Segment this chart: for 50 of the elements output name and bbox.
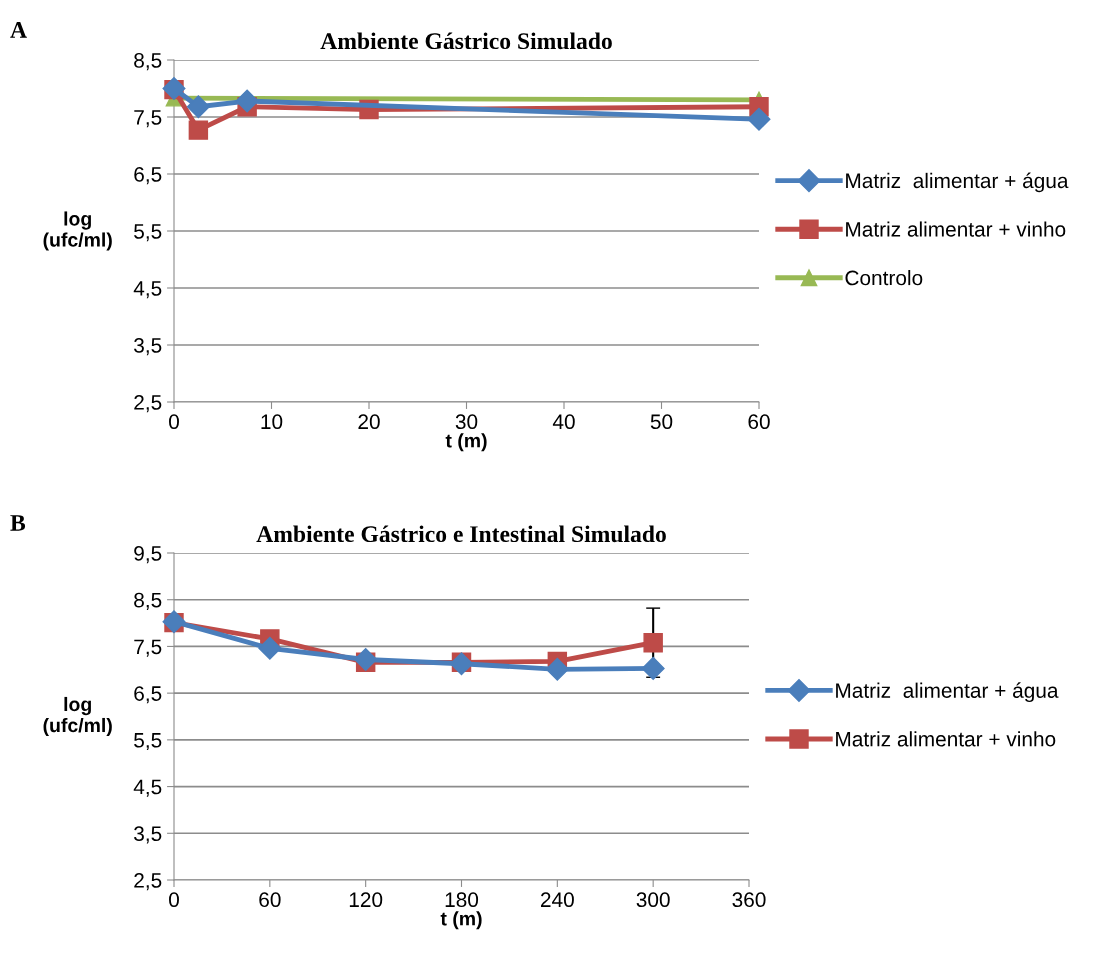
y-tick-label: 5,5 [134,224,162,242]
legend-label: Matriz alimentar + água [846,172,1069,193]
y-axis-title: log (ufc/ml) [43,211,112,251]
x-tick-label: 0 [169,892,179,908]
chart-title: Ambiente Gástrico e Intestinal Simulado [256,525,666,543]
point [545,657,569,681]
point [235,89,259,113]
legend-label: Controlo [845,270,923,286]
y-tick-label: 2,5 [134,873,162,891]
chart-title: Ambiente Gástrico Simulado [320,32,612,50]
x-tick-label: 300 [636,892,670,908]
y-tick-label: 8,5 [134,592,162,610]
y-tick-label: 7,5 [134,110,162,128]
x-tick-label: 120 [349,892,383,908]
y-axis-title: log (ufc/ml) [43,696,112,737]
x-tick-label: 240 [541,892,574,908]
x-tick-label: 360 [732,892,766,908]
legend-label: Matriz alimentar + água [836,682,1059,703]
point [188,120,209,140]
y-tick-label: 6,5 [134,686,162,704]
y-tick-label: 3,5 [134,338,162,356]
y-tick-label: 5,5 [134,733,162,751]
legend-label: Matriz alimentar + vinho [836,731,1056,747]
y-tick-label: 2,5 [134,395,162,413]
x-tick-label: 60 [748,414,770,430]
point [643,632,663,653]
y-tick-label: 9,5 [134,546,162,564]
x-tick-label: 40 [552,414,575,430]
x-tick-label: 180 [445,892,479,908]
x-tick-label: 30 [455,414,478,430]
y-tick-label: 7,5 [134,639,162,657]
x-tick-label: 50 [650,414,673,430]
x-tick-label: 20 [358,414,380,430]
x-axis-title: t (m) [445,433,487,452]
y-tick-label: 4,5 [133,281,162,299]
point [186,95,210,119]
point [258,636,282,660]
point [747,107,771,131]
y-tick-label: 6,5 [134,167,162,185]
x-axis-title: t (m) [440,911,482,930]
x-tick-label: 60 [259,892,281,908]
text: B [10,515,26,531]
point [641,656,665,680]
y-tick-label: 4,5 [133,779,162,797]
y-tick-label: 3,5 [134,826,162,844]
x-tick-label: 0 [169,414,179,430]
x-tick-label: 10 [261,414,283,430]
legend-label: Matriz alimentar + vinho [846,221,1066,237]
y-tick-label: 8,5 [134,53,162,71]
text: A [10,22,27,38]
